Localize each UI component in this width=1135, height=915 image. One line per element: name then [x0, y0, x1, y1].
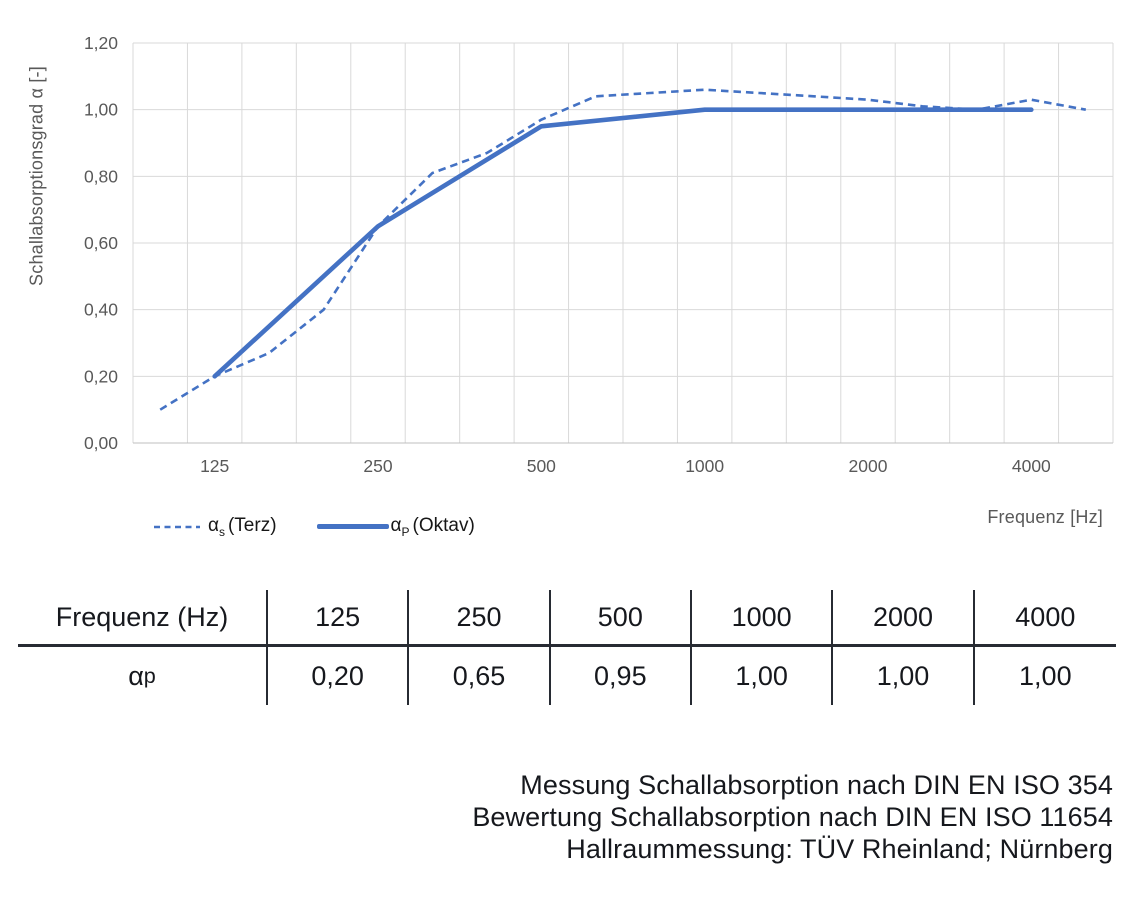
legend-label-oktav: αP (Oktav): [391, 515, 475, 539]
oktav-series-line: [212, 107, 1034, 379]
table-value-2000: 1,00: [833, 647, 975, 705]
y-tick-label: 0,80: [84, 166, 118, 186]
table-value-4000: 1,00: [1019, 660, 1072, 691]
table-header-frequency: Frequenz (Hz): [18, 590, 268, 647]
absorption-line-chart: 0,00 0,20 0,40 0,60 0,80 1,00 1,20 125 250 500 100…: [84, 33, 1114, 476]
dashed-line-swatch: [154, 525, 200, 529]
x-axis-tick-labels: 125 250 500 1000 2000 4000: [200, 456, 1051, 476]
x-tick-label: 4000: [1012, 456, 1051, 476]
footer-line-2: Bewertung Schallabsorption nach DIN EN I…: [472, 802, 1113, 832]
y-tick-label: 1,00: [84, 100, 118, 120]
x-tick-label: 125: [200, 456, 229, 476]
alpha-subscript: P: [401, 524, 410, 539]
alpha-subscript: s: [218, 524, 225, 539]
legend-label-text: (Terz): [227, 515, 277, 537]
legend-label-terz: αs (Terz): [208, 515, 277, 539]
table-value-1000: 1,00: [692, 647, 834, 705]
y-tick-label: 0,40: [84, 300, 118, 320]
y-axis-title: Schallabsorptionsgrad α [-]: [26, 66, 47, 286]
table-header-250: 250: [409, 590, 551, 647]
y-tick-label: 0,20: [84, 366, 118, 386]
y-tick-label: 1,20: [84, 33, 118, 53]
table-value-250: 0,65: [409, 647, 551, 705]
footer-line-3: Hallraummessung: TÜV Rheinland; Nürnberg: [566, 834, 1113, 864]
table-header-125: 125: [268, 590, 410, 647]
footer-notes: Messung Schallabsorption nach DIN EN ISO…: [213, 769, 1113, 865]
legend-item-terz: αs (Terz): [153, 515, 277, 539]
y-axis-tick-labels: 0,00 0,20 0,40 0,60 0,80 1,00 1,20: [84, 33, 118, 453]
solid-line-swatch: [316, 524, 389, 530]
legend-label-text: (Oktav): [412, 515, 475, 537]
table-header-500: 500: [550, 590, 692, 647]
terz-series-line: [159, 88, 1087, 411]
chart-legend: αs (Terz) αP (Oktav): [153, 514, 475, 540]
table-header-1000: 1000: [691, 590, 834, 647]
alpha-symbol: α: [128, 660, 144, 691]
table-value-500: 0,95: [551, 647, 692, 705]
alpha-symbol: α: [390, 515, 402, 537]
table-header-2000: 2000: [833, 590, 975, 647]
legend-item-oktav: αP (Oktav): [316, 515, 475, 539]
footer-line-1: Messung Schallabsorption nach DIN EN ISO…: [520, 770, 1113, 800]
alpha-symbol: α: [208, 515, 219, 537]
gridlines: [132, 42, 1114, 444]
x-tick-label: 1000: [685, 456, 724, 476]
table-value-125: 0,20: [268, 647, 410, 705]
x-tick-label: 500: [527, 456, 556, 476]
table-header-4000: 4000: [974, 590, 1116, 647]
chart-area: 0,00 0,20 0,40 0,60 0,80 1,00 1,20 125 250 500 100…: [26, 33, 1114, 540]
y-tick-label: 0,60: [84, 233, 118, 253]
x-axis-title: Frequenz [Hz]: [987, 507, 1103, 527]
x-tick-label: 250: [363, 456, 392, 476]
absorption-table: Frequenz (Hz) 125 250 500 1000 2000 4000…: [18, 590, 1116, 705]
y-tick-label: 0,00: [84, 433, 118, 453]
x-tick-label: 2000: [849, 456, 888, 476]
